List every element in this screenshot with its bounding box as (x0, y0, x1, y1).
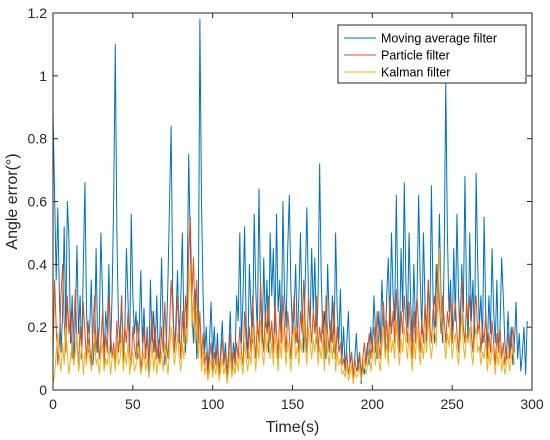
x-axis-label: Time(s) (266, 419, 320, 436)
y-axis-label: Angle error(°) (4, 153, 21, 249)
legend-label-2: Kalman filter (381, 66, 450, 80)
series-line-1 (52, 216, 515, 378)
y-tick-label: 0.2 (28, 319, 48, 335)
y-tick-label: 0 (39, 382, 47, 398)
x-tick-label: 300 (520, 396, 544, 412)
y-tick-label: 0.8 (28, 131, 48, 147)
y-tick-label: 1.2 (28, 5, 48, 21)
legend-label-1: Particle filter (381, 49, 450, 63)
series-line-0 (52, 18, 528, 385)
legend-label-0: Moving average filter (381, 32, 497, 46)
y-tick-label: 0.6 (28, 194, 48, 210)
x-tick-label: 0 (49, 396, 57, 412)
legend-box (337, 24, 527, 84)
x-tick-label: 150 (281, 396, 305, 412)
y-tick-label: 0.4 (28, 256, 48, 272)
x-tick-label: 50 (125, 396, 141, 412)
x-tick-label: 200 (361, 396, 385, 412)
series-layer (52, 18, 528, 385)
series-line-2 (52, 248, 515, 385)
y-tick-label: 1 (39, 68, 47, 84)
x-tick-label: 250 (440, 396, 464, 412)
legend: Moving average filter Particle filter Kalm… (337, 24, 527, 84)
ticks-layer: 0 50 100 150 200 250 300 0 0.2 0.4 0.6 0.8 1 1.2 (28, 5, 544, 412)
x-tick-label: 100 (201, 396, 225, 412)
